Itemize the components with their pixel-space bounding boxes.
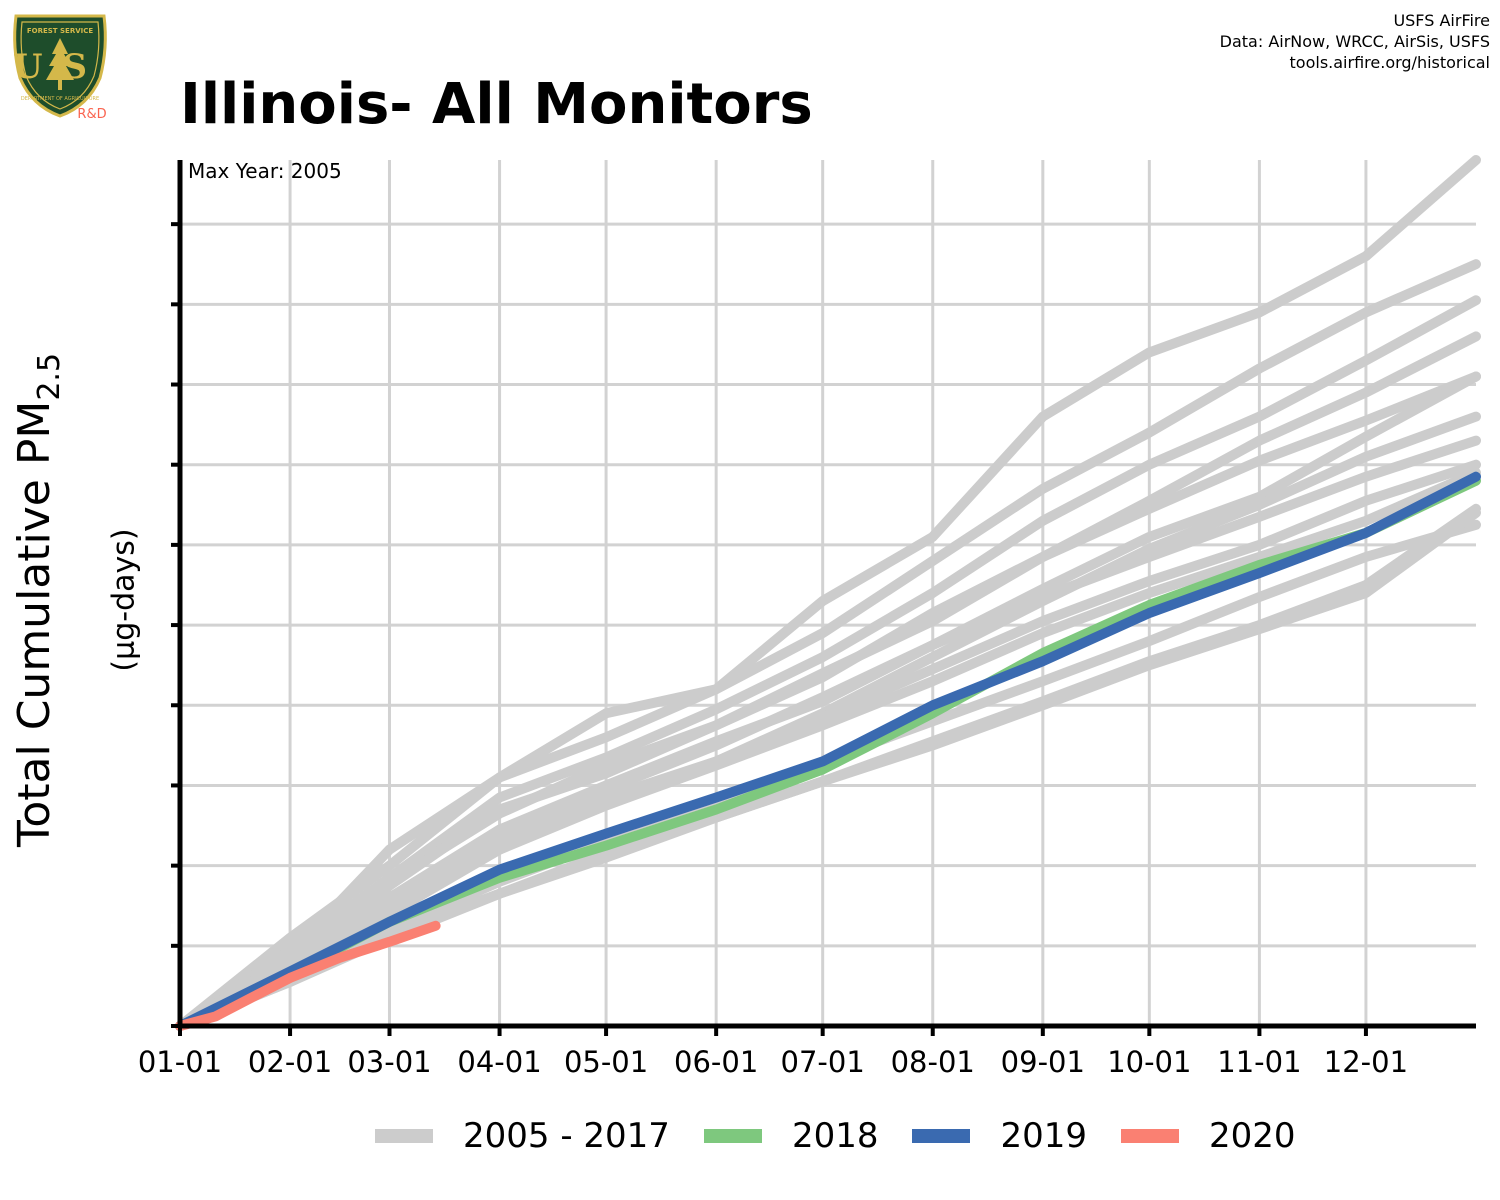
max-year-annotation: Max Year: 2005 (188, 159, 342, 183)
legend-swatch (1121, 1129, 1180, 1143)
legend-label: 2005 - 2017 (463, 1116, 670, 1156)
x-tick-label: 05-01 (564, 1045, 648, 1079)
credits: USFS AirFire Data: AirNow, WRCC, AirSis,… (1220, 10, 1490, 73)
legend-swatch (912, 1129, 971, 1143)
legend-label: 2019 (1000, 1116, 1088, 1156)
x-tick-label: 06-01 (674, 1045, 758, 1079)
series-line-2019 (175, 471, 1481, 1031)
usfs-shield-logo: FOREST SERVICE US DEPARTMENT OF AGRICULT… (13, 14, 107, 120)
tree-icon (46, 38, 74, 90)
x-tick-label: 07-01 (781, 1045, 865, 1079)
logo-top-text: FOREST SERVICE (27, 27, 94, 35)
legend-label: 2020 (1209, 1116, 1296, 1156)
credit-line: USFS AirFire (1393, 11, 1490, 30)
x-tick-label: 03-01 (347, 1045, 431, 1079)
legend-item-2019: 2019 (912, 1116, 1087, 1156)
x-tick-label: 04-01 (457, 1045, 541, 1079)
logo-letters: US (13, 47, 107, 87)
x-tick-label: 01-01 (138, 1045, 222, 1079)
series-line-historical (175, 467, 1481, 1031)
x-tick-label: 12-01 (1324, 1045, 1408, 1079)
logo-rd-text: R&D (77, 107, 106, 120)
x-tick-label: 09-01 (1001, 1045, 1085, 1079)
credit-line: Data: AirNow, WRCC, AirSis, USFS (1219, 32, 1490, 51)
legend-item-2020: 2020 (1121, 1116, 1296, 1156)
x-tick-labels: 01-01 02-01 03-01 04-01 05-01 06-01 07-01 08-01… (138, 1045, 1408, 1079)
legend-label: 2018 (791, 1116, 879, 1156)
legend-item-historical: 2005 - 2017 (375, 1116, 670, 1156)
series-line-historical (175, 371, 1481, 1031)
logo-bottom-text: DEPARTMENT OF AGRICULTURE (21, 96, 99, 102)
legend-item-2018: 2018 (703, 1116, 879, 1156)
x-tick-label: 08-01 (891, 1045, 975, 1079)
x-tick-label: 10-01 (1107, 1045, 1191, 1079)
series-line-2020 (175, 920, 441, 1031)
legend: 2005 - 2017 2018 2019 2020 (375, 1114, 1330, 1158)
series-line-historical (175, 259, 1481, 1031)
x-tick-label: 02-01 (248, 1045, 332, 1079)
legend-swatch (703, 1129, 762, 1143)
series-lines (175, 155, 1481, 1031)
x-tick-label: 11-01 (1217, 1045, 1301, 1079)
series-line-historical (175, 155, 1481, 1031)
legend-swatch (375, 1129, 433, 1143)
credit-line: tools.airfire.org/historical (1289, 53, 1490, 72)
chart-title: Illinois- All Monitors (180, 72, 813, 137)
axes (171, 160, 1476, 1036)
